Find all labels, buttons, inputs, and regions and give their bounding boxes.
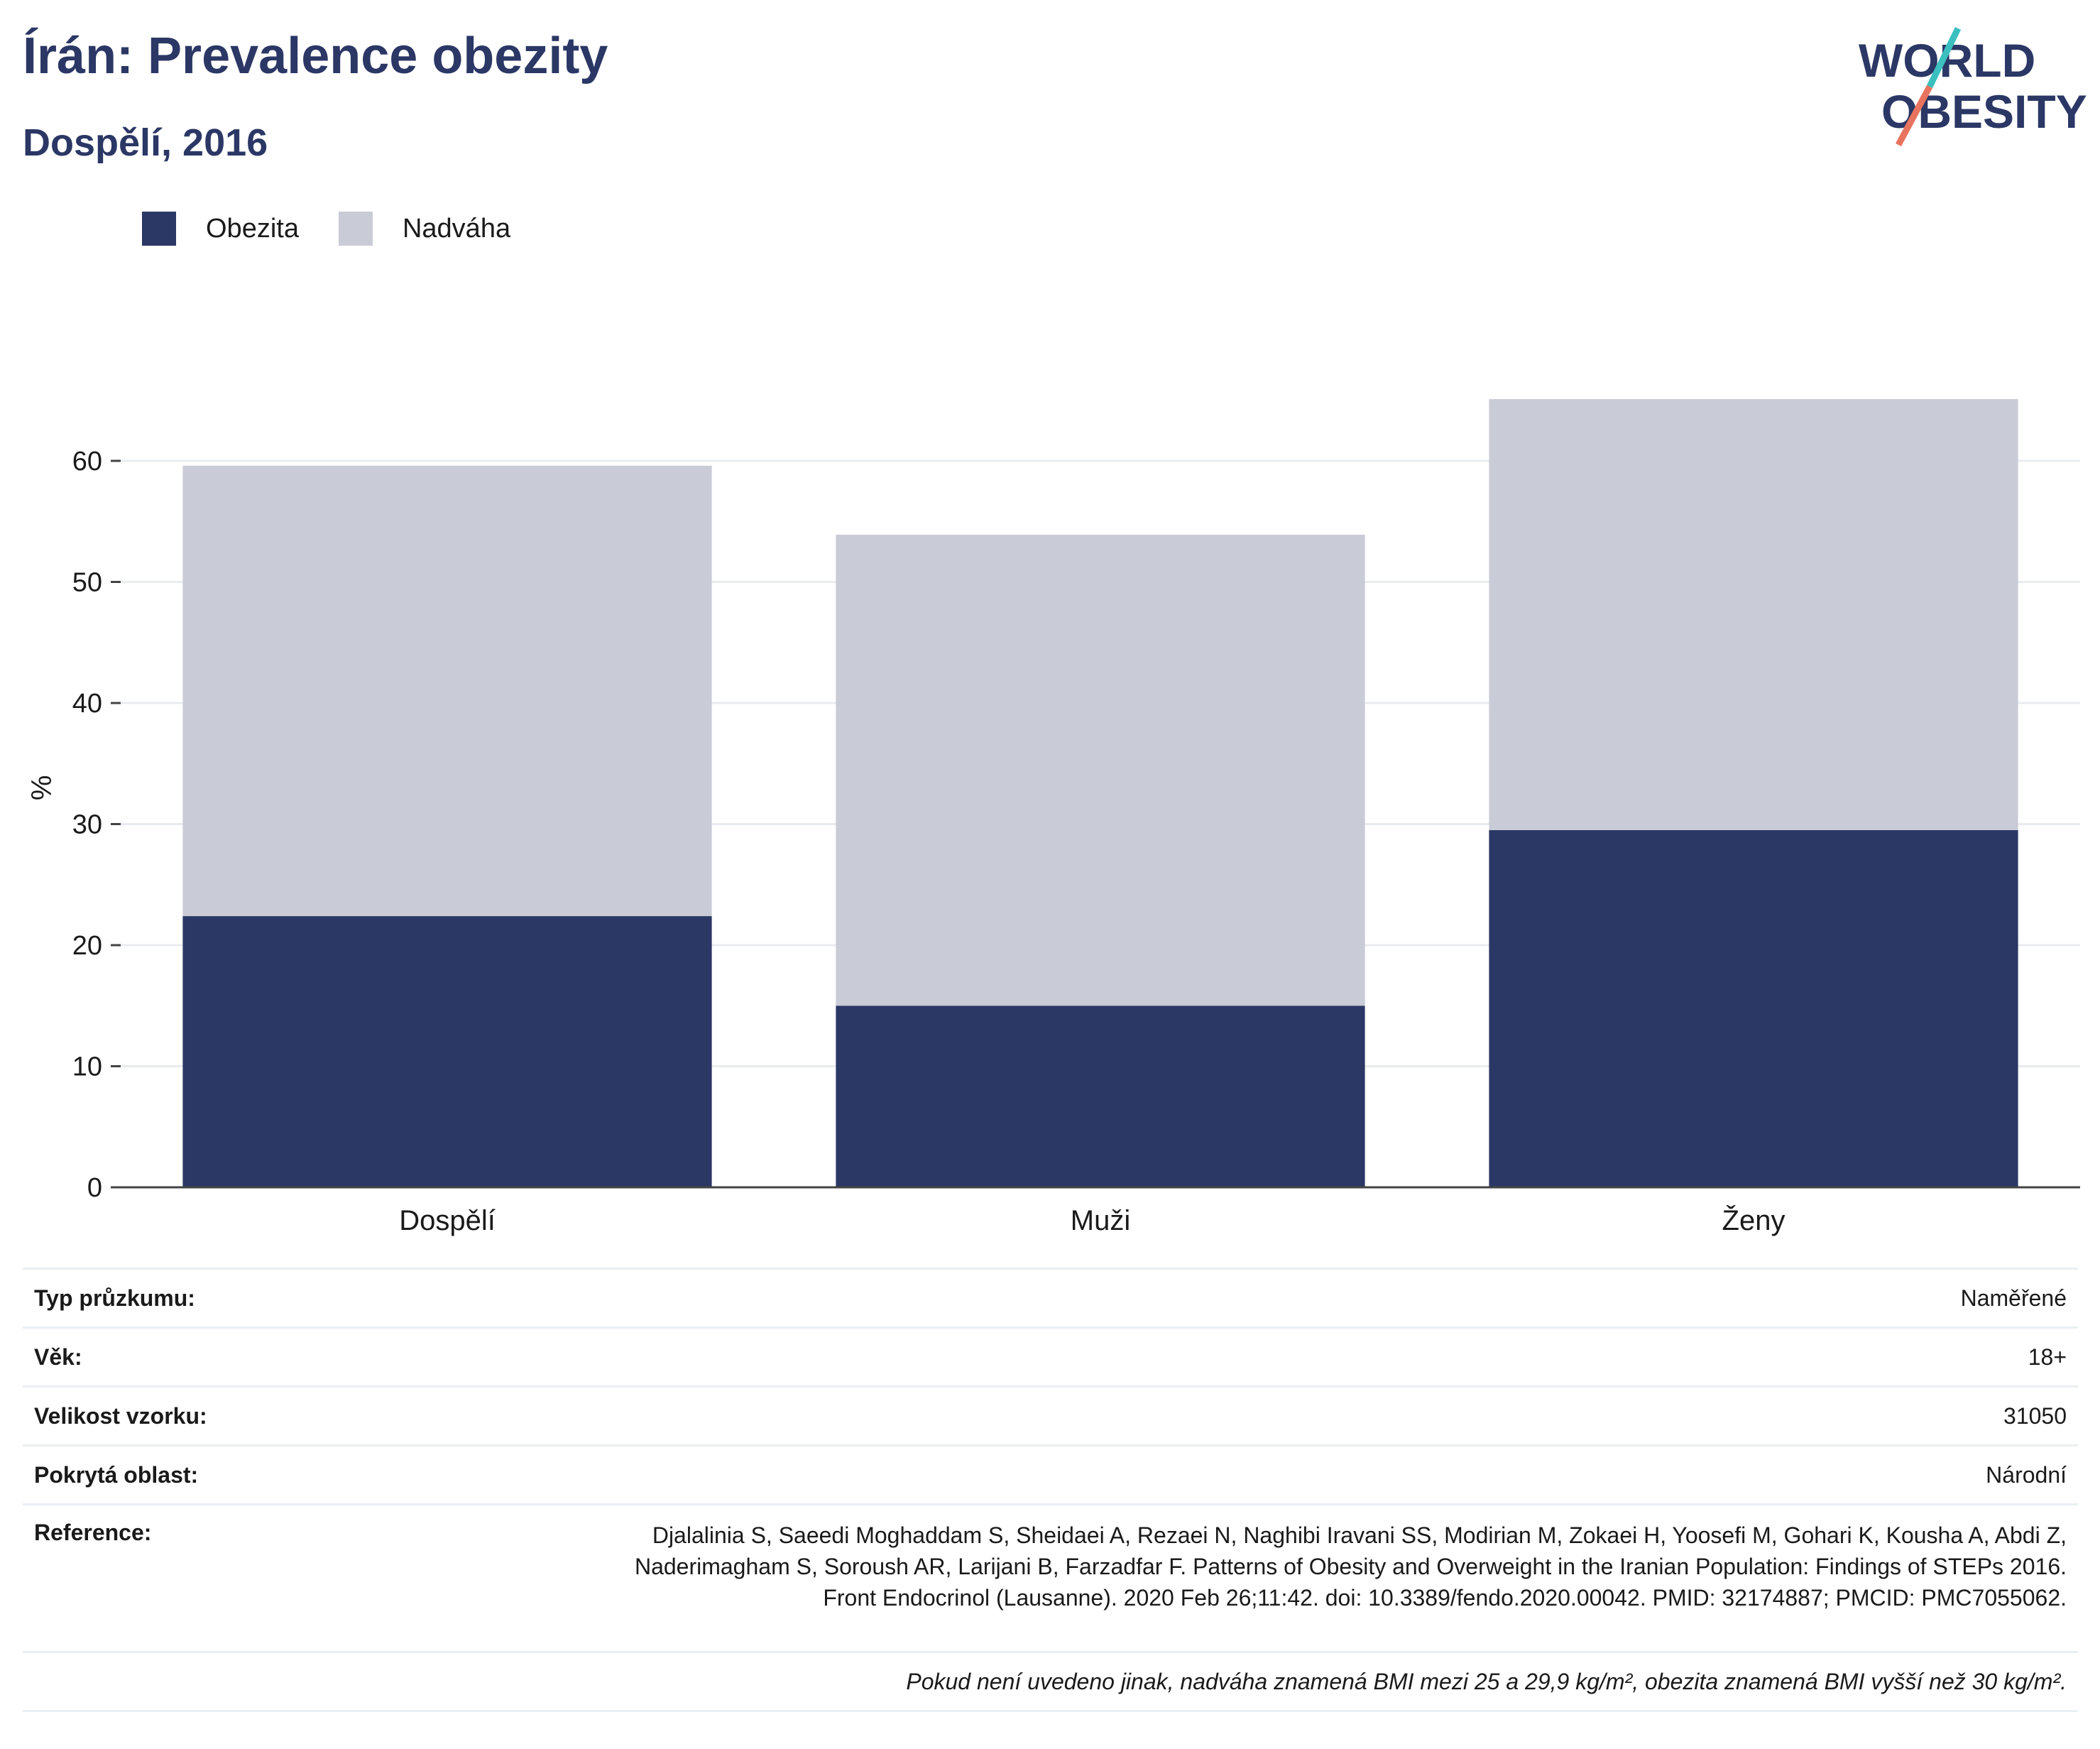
bar-obesity-1 [182,916,712,1187]
y-axis-label: % [26,775,58,801]
info-row-sample-size: Velikost vzorku: 31050 [23,1385,2078,1444]
info-value-reference: Djalalinia S, Saeedi Moghaddam S, Sheida… [634,1522,2067,1611]
legend-label-overweight: Nadváha [402,213,511,244]
legend-item-obesity[interactable]: Obezita [142,212,299,246]
x-tick-label: Dospělí [399,1205,496,1236]
info-row-reference: Reference: Djalalinia S, Saeedi Moghadda… [23,1503,2078,1651]
y-tick-label: 10 [72,1052,102,1082]
chart-subtitle: Dospělí, 2016 [23,121,268,164]
world-obesity-logo: WORLD OBESITY [1859,27,2087,147]
bar-obesity-3 [1489,830,2018,1187]
info-value-survey-type: Naměřené [1960,1285,2067,1311]
legend-label-obesity: Obezita [206,213,299,244]
y-tick-label: 50 [72,568,102,598]
bar-obesity-2 [836,1006,1365,1187]
info-value-sample-size: 31050 [2003,1402,2067,1429]
info-label-reference: Reference: [34,1520,152,1545]
info-value-area: Národní [1986,1461,2067,1488]
bar-chart: 0 10 20 30 40 50 60% Dospělí Muži Ženy [26,399,2080,1236]
legend-swatch-obesity [142,212,176,246]
y-tick-label: 60 [72,447,102,476]
logo-slash-coral [1896,85,1932,147]
info-row-age: Věk: 18+ [23,1326,2078,1385]
bar-overweight-3 [1489,399,2018,831]
info-row-survey-type: Typ průzkumu: Naměřené [23,1268,2078,1326]
legend-item-overweight[interactable]: Nadváha [338,212,511,246]
info-label-survey-type: Typ průzkumu: [34,1285,195,1311]
info-label-sample-size: Velikost vzorku: [34,1402,207,1429]
logo-line1: WORLD [1859,34,2035,87]
footnote: Pokud není uvedeno jinak, nadváha znamen… [23,1651,2078,1712]
y-tick-label: 0 [87,1173,102,1203]
x-tick-label: Ženy [1722,1204,1785,1236]
info-label-area: Pokrytá oblast: [34,1461,199,1488]
chart-title: Írán: Prevalence obezity [23,28,608,85]
y-tick-label: 20 [72,931,102,961]
logo-slash-teal [1926,27,1962,88]
bar-overweight-1 [182,465,712,917]
x-tick-label: Muži [1071,1205,1130,1236]
info-row-area: Pokrytá oblast: Národní [23,1444,2078,1503]
y-tick-label: 30 [72,810,102,840]
info-table: Typ průzkumu: Naměřené Věk: 18+ Velikost… [23,1268,2078,1712]
bar-overweight-2 [836,535,1365,1006]
info-value-age: 18+ [2028,1344,2067,1370]
chart-legend: Obezita Nadváha [142,212,550,246]
y-tick-label: 40 [72,689,102,719]
legend-swatch-overweight [338,212,373,246]
info-label-age: Věk: [34,1344,82,1370]
